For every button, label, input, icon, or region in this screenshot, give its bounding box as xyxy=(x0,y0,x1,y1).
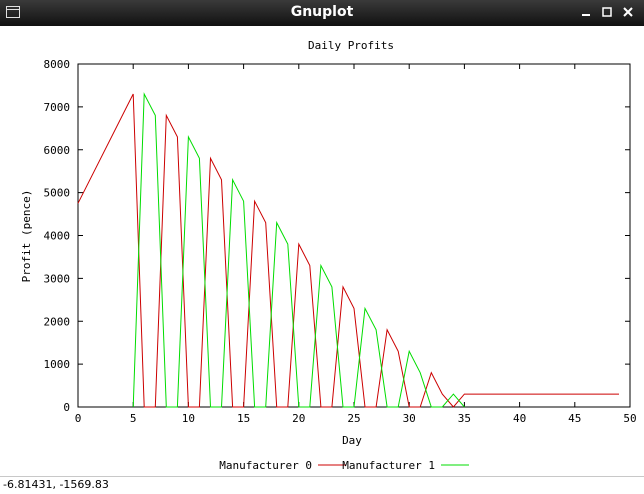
legend-label: Manufacturer 1 xyxy=(342,459,435,472)
x-tick-label: 0 xyxy=(75,412,82,425)
minimize-icon[interactable] xyxy=(578,4,594,20)
x-axis-label: Day xyxy=(342,434,362,447)
series-line-manufacturer-0 xyxy=(78,94,619,407)
y-tick-label: 6000 xyxy=(44,144,71,157)
y-tick-label: 8000 xyxy=(44,58,71,71)
y-tick-label: 4000 xyxy=(44,230,71,243)
x-tick-label: 25 xyxy=(347,412,360,425)
y-tick-label: 7000 xyxy=(44,101,71,114)
plot-area[interactable]: Daily Profits Profit (pence) Day 0 5 10 15 2… xyxy=(0,26,644,476)
window-title: Gnuplot xyxy=(0,4,644,20)
x-tick-label: 45 xyxy=(568,412,581,425)
x-tick-label: 40 xyxy=(513,412,526,425)
legend-label: Manufacturer 0 xyxy=(219,459,312,472)
y-axis-label: Profit (pence) xyxy=(20,190,33,283)
y-tick-label: 0 xyxy=(63,401,70,414)
coordinate-readout: -6.81431, -1569.83 xyxy=(3,478,109,491)
y-tick-label: 1000 xyxy=(44,358,71,371)
y-tick-label: 2000 xyxy=(44,315,71,328)
x-tick-label: 15 xyxy=(237,412,250,425)
x-tick-label: 5 xyxy=(130,412,137,425)
x-tick-label: 35 xyxy=(458,412,471,425)
x-tick-label: 50 xyxy=(623,412,636,425)
close-icon[interactable] xyxy=(620,4,636,20)
chart-title: Daily Profits xyxy=(308,39,394,52)
chart-canvas[interactable]: Daily Profits Profit (pence) Day 0 5 10 15 2… xyxy=(0,26,644,476)
title-bar[interactable]: Gnuplot xyxy=(0,0,644,26)
maximize-icon[interactable] xyxy=(599,4,615,20)
x-tick-label: 30 xyxy=(403,412,416,425)
legend: Manufacturer 0 Manufacturer 1 xyxy=(219,459,469,472)
x-tick-label: 10 xyxy=(182,412,195,425)
y-tick-label: 5000 xyxy=(44,187,71,200)
status-bar: -6.81431, -1569.83 xyxy=(0,476,644,494)
plot-frame xyxy=(78,64,630,407)
x-tick-label: 20 xyxy=(292,412,305,425)
y-tick-label: 3000 xyxy=(44,272,71,285)
series-lines xyxy=(78,94,619,407)
